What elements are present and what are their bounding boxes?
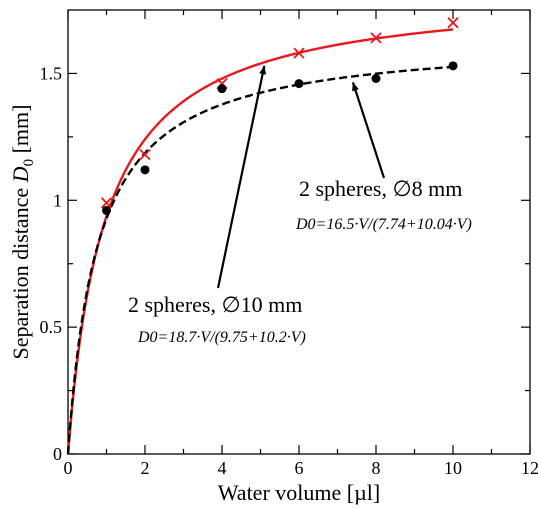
data-point-x-marker [100,197,113,209]
data-point-x-marker [447,17,459,29]
data-point-circle [102,205,111,215]
y-axis-title-symbol: D [8,166,33,183]
data-point-circle [371,74,381,84]
x-tick-label: 12 [521,458,538,478]
x-tick-label: 0 [64,458,73,478]
annotation-arrow [216,65,266,289]
x-axis-title: Water volume [µl] [218,480,380,505]
annotation-8mm-title: 2 spheres, ∅8 mm [299,176,462,201]
y-axis-title-text: Separation distance [8,182,33,359]
annotation-arrowhead [352,82,359,92]
data-markers [100,17,459,215]
y-tick-label: 0.5 [40,317,63,337]
annotation-arrowhead [259,65,267,75]
x-tick-label: 8 [372,458,381,478]
data-point-circle [217,84,227,94]
y-tick-label: 1 [53,190,62,210]
data-point-circle [448,61,458,71]
x-tick-label: 2 [141,458,150,478]
y-axis-title-unit: [mm] [8,105,33,159]
annotation-8mm-formula: D0=16.5·V/(7.74+10.04·V) [295,216,472,233]
data-point-x-marker [370,32,382,44]
fit-curve-10mm [66,28,454,455]
annotation-10mm-title: 2 spheres, ∅10 mm [128,292,302,317]
ticks: 0 2 4 6 8 10 12 0 0.5 1 1.5 [40,10,538,478]
x-tick-label: 4 [218,458,227,478]
annotation-arrows [216,65,386,289]
y-axis-title-subscript: 0 [21,159,37,167]
fit-curve-8mm [66,65,454,455]
data-point-circle [294,79,304,89]
y-tick-label: 1.5 [40,63,63,83]
x-tick-label: 6 [295,458,304,478]
y-tick-label: 0 [53,444,62,464]
data-point-circle [140,165,150,175]
x-tick-label: 10 [444,458,462,478]
data-point-x-marker [293,47,305,59]
y-axis-title: Separation distance D0 [mm] [8,105,37,360]
annotation-10mm-formula: D0=18.7·V/(9.75+10.2·V) [137,329,306,346]
fit-curves [66,28,454,455]
annotation-arrow [351,81,386,179]
data-point-x-marker [139,148,151,161]
